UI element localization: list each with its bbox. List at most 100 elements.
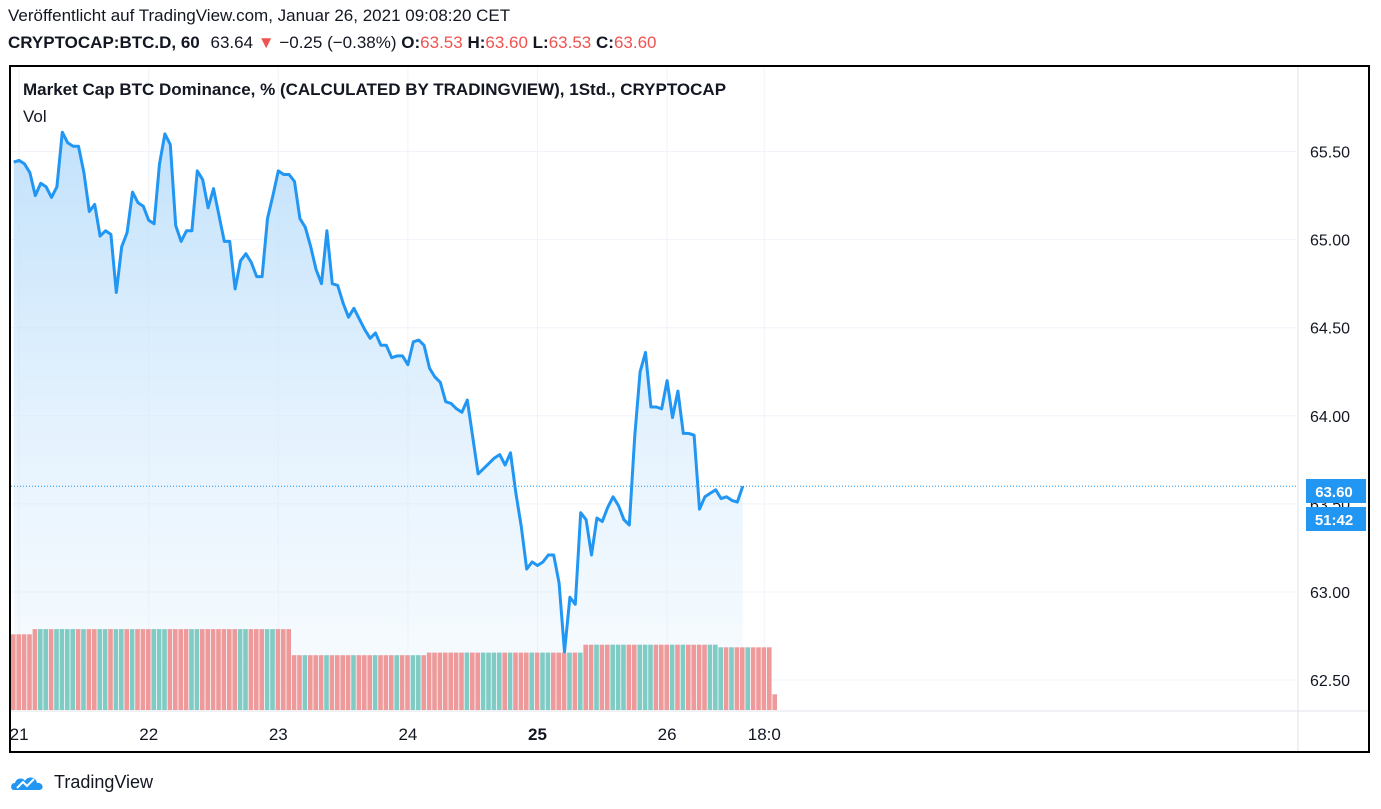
volume-bar: [97, 629, 102, 710]
volume-bar: [124, 629, 129, 710]
price-area-fill: [13, 132, 743, 710]
volume-bar: [81, 629, 86, 710]
volume-bar: [680, 644, 686, 710]
volume-bar: [448, 652, 453, 710]
y-tick-label: 62.50: [1310, 673, 1350, 690]
high-label: H:: [467, 33, 486, 52]
volume-bar: [32, 629, 38, 710]
volume-bar: [702, 644, 707, 710]
volume-bar: [248, 629, 254, 710]
volume-bar: [534, 652, 540, 710]
last-price: 63.64: [210, 33, 254, 52]
volume-bar: [183, 629, 189, 710]
x-tick-label: 24: [398, 725, 417, 744]
volume-bar: [648, 644, 653, 710]
volume-bar: [270, 629, 275, 710]
low-label: L:: [532, 33, 549, 52]
down-arrow-icon: ▼: [257, 33, 275, 52]
volume-bar: [686, 644, 691, 710]
volume-bar: [437, 652, 443, 710]
volume-bar: [453, 652, 459, 710]
volume-bar: [567, 652, 572, 710]
symbol-label[interactable]: CRYPTOCAP:BTC.D, 60: [8, 33, 200, 52]
volume-bar: [443, 652, 448, 710]
countdown-badge-text: 51:42: [1315, 512, 1353, 529]
volume-bar: [173, 629, 178, 710]
volume-bar: [632, 644, 637, 710]
volume-bar: [243, 629, 248, 710]
volume-bar: [313, 655, 318, 710]
volume-bar: [772, 694, 777, 710]
volume-bar: [426, 652, 432, 710]
y-tick-label: 63.00: [1310, 585, 1350, 602]
volume-bar: [669, 644, 675, 710]
volume-bar: [351, 655, 356, 710]
volume-bar: [416, 655, 421, 710]
volume-bar: [497, 652, 502, 710]
volume-bar: [367, 655, 372, 710]
volume-bar: [21, 634, 27, 710]
volume-bar: [691, 644, 696, 710]
volume-bar: [729, 647, 734, 710]
volume-bar: [297, 655, 302, 710]
volume-bar: [470, 652, 475, 710]
volume-bar: [210, 629, 216, 710]
volume-bar: [11, 634, 16, 710]
volume-bar: [696, 644, 702, 710]
volume-bar: [659, 644, 664, 710]
x-tick-label: 18:0: [748, 725, 781, 744]
volume-bar: [750, 647, 756, 710]
volume-bar: [108, 629, 113, 710]
volume-bar: [486, 652, 491, 710]
x-tick-label: 26: [658, 725, 677, 744]
volume-bar: [621, 644, 626, 710]
volume-bar: [713, 644, 718, 710]
volume-bar: [92, 629, 97, 710]
volume-bar: [432, 652, 437, 710]
volume-bar: [545, 652, 551, 710]
volume-bar: [178, 629, 183, 710]
volume-bar: [167, 629, 173, 710]
volume-legend: Vol: [23, 107, 47, 126]
volume-bar: [54, 629, 59, 710]
published-note: Veröffentlicht auf TradingView.com, Janu…: [8, 6, 511, 25]
volume-bar: [135, 629, 140, 710]
volume-bar: [513, 652, 518, 710]
tradingview-logo[interactable]: TradingView: [10, 770, 153, 794]
price-line-path: [13, 130, 745, 654]
volume-bar: [583, 644, 588, 710]
price-area: [13, 132, 743, 710]
volume-bar: [291, 655, 297, 710]
volume-bar: [421, 655, 426, 710]
close-value: 63.60: [613, 33, 657, 52]
volume-bar: [572, 652, 578, 710]
volume-bar: [119, 629, 124, 710]
volume-bar: [551, 652, 556, 710]
volume-bar: [394, 655, 399, 710]
y-tick-label: 65.50: [1310, 145, 1350, 162]
volume-bar: [664, 644, 669, 710]
chart-frame[interactable]: [9, 65, 1370, 753]
volume-bar: [594, 644, 599, 710]
volume-bar: [302, 655, 308, 710]
volume-bar: [324, 655, 329, 710]
x-tick-label: 22: [139, 725, 158, 744]
y-tick-label: 64.00: [1310, 409, 1350, 426]
volume-bar: [610, 644, 615, 710]
volume-bar: [27, 634, 32, 710]
volume-bar: [605, 644, 610, 710]
low-value: 63.53: [548, 33, 592, 52]
open-label: O:: [401, 33, 421, 52]
volume-bar: [464, 652, 470, 710]
volume-bar: [518, 652, 524, 710]
volume-bar: [723, 647, 729, 710]
volume-bar: [475, 652, 480, 710]
volume-bar: [410, 655, 416, 710]
volume-bar: [637, 644, 642, 710]
volume-bar: [318, 655, 324, 710]
volume-bar: [389, 655, 394, 710]
volume-bar: [264, 629, 270, 710]
y-tick-label: 65.00: [1310, 233, 1350, 250]
x-tick-label: 23: [269, 725, 288, 744]
